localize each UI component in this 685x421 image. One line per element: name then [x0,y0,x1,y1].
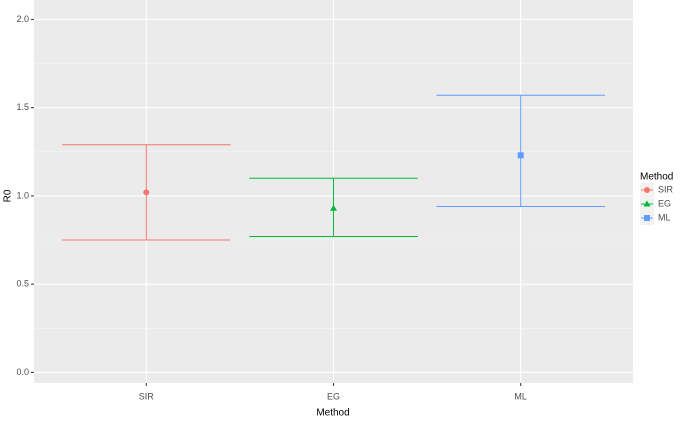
y-tick-label: 0.0 [16,367,29,377]
legend-marker [644,187,650,193]
legend-label: SIR [658,184,674,194]
legend-label: EG [658,198,671,208]
legend-marker [643,200,651,207]
legend-title: Method [640,172,673,183]
point [143,189,150,196]
legend-marker [644,215,650,221]
y-axis-title: R0 [3,189,14,202]
y-tick-label: 1.0 [16,190,29,200]
x-tick-label: SIR [139,391,155,401]
y-tick-label: 1.5 [16,102,29,112]
legend-label: ML [658,212,671,222]
x-tick-label: EG [327,391,340,401]
point [517,152,524,159]
x-axis-title: Method [316,408,349,419]
x-tick-label: ML [514,391,527,401]
y-tick-label: 0.5 [16,279,29,289]
point [330,204,337,211]
y-tick-label: 2.0 [16,14,29,24]
